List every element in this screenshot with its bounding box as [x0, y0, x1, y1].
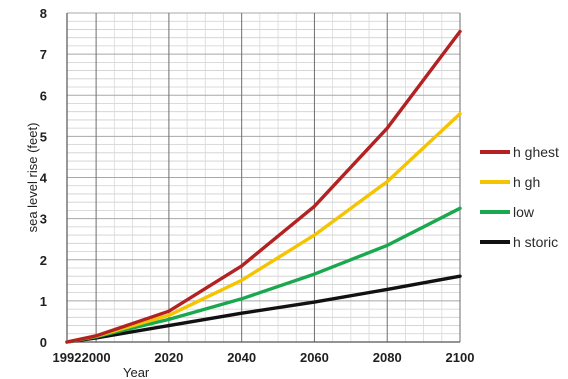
legend-label: h ghest [513, 144, 559, 160]
legend-label: h gh [513, 174, 540, 190]
axis-layer [66, 13, 460, 343]
y-axis-title: sea level rise (feet) [25, 123, 40, 233]
y-tick-label: 0 [40, 335, 47, 350]
x-tick-label: 1992 [53, 350, 82, 365]
legend-label: low [513, 204, 535, 220]
y-tick-label: 5 [40, 129, 47, 144]
y-tick-label: 2 [40, 253, 47, 268]
x-tick-label: 2040 [227, 350, 256, 365]
y-tick-label: 4 [40, 171, 48, 186]
y-tick-label: 8 [40, 6, 47, 21]
label-layer: 0 1 2 3 4 5 6 7 8 1992 2000 2020 2040 2060 2080 2100 Yea… [25, 6, 474, 379]
x-tick-label: 2080 [373, 350, 402, 365]
x-tick-label: 2000 [82, 350, 111, 365]
series-layer [65, 29, 462, 344]
y-tick-label: 3 [40, 212, 47, 227]
grid-layer [66, 12, 461, 343]
y-tick-label: 6 [40, 88, 47, 103]
legend-label: h storic [513, 234, 558, 250]
x-tick-label: 2100 [446, 350, 475, 365]
y-tick-label: 1 [40, 294, 47, 309]
series-line-0 [65, 29, 462, 344]
legend: h ghest h gh low h storic [480, 144, 559, 250]
y-tick-label: 7 [40, 47, 47, 62]
x-tick-label: 2020 [154, 350, 183, 365]
x-axis-title: Year [123, 365, 150, 379]
x-tick-label: 2060 [300, 350, 329, 365]
